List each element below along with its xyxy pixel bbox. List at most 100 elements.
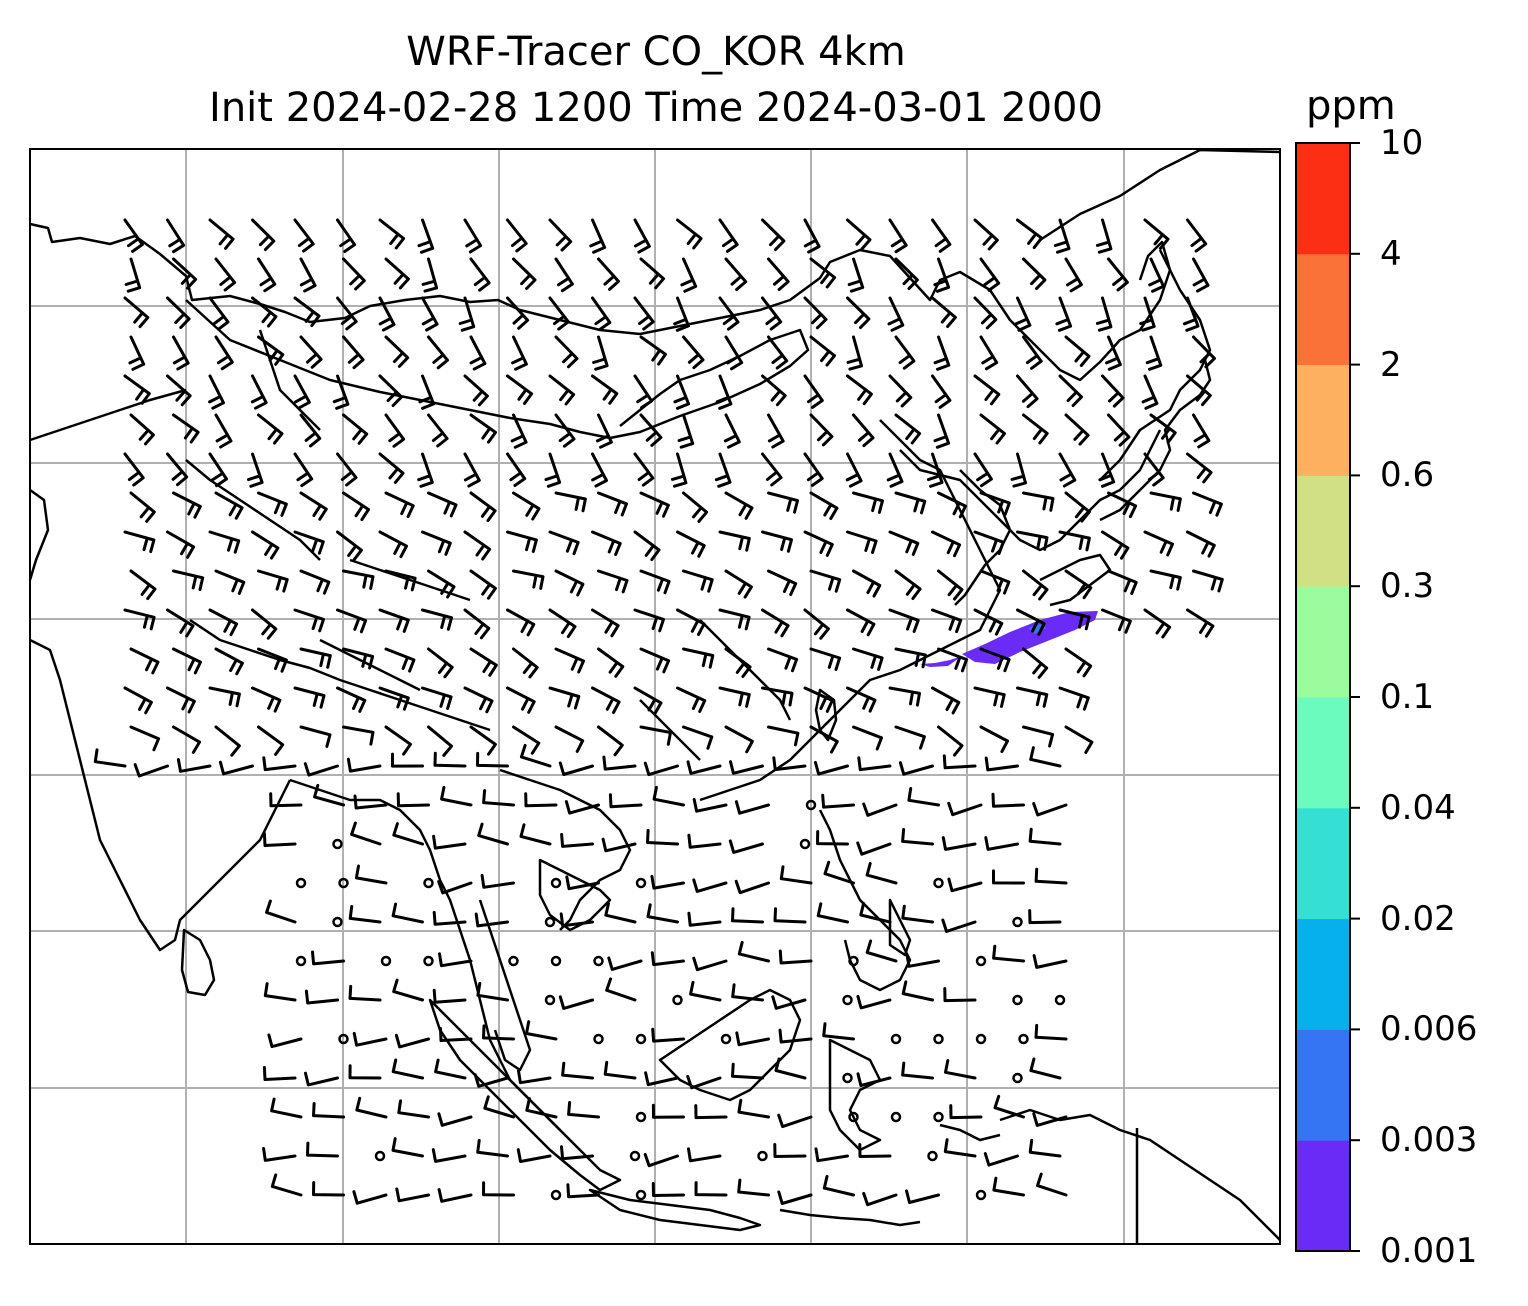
wind-barb <box>1186 530 1216 558</box>
wind-barb <box>803 608 830 640</box>
wind-barb <box>554 257 574 293</box>
wind-barb <box>822 1022 855 1041</box>
wind-barb <box>682 725 714 750</box>
wind-barb <box>519 823 552 846</box>
wind-barb <box>391 1058 424 1080</box>
wind-barb <box>1139 296 1156 332</box>
wind-barb <box>728 839 764 854</box>
wind-barb <box>469 569 497 600</box>
wind-barb <box>469 647 498 677</box>
colorbar-tick-label: 2 <box>1380 344 1402 385</box>
wind-barb <box>123 686 153 715</box>
wind-barb <box>463 686 494 714</box>
wind-barb <box>774 1057 807 1080</box>
calm-wind-marker <box>848 955 859 967</box>
wind-barb <box>639 725 672 746</box>
wind-barb <box>901 904 934 924</box>
wind-barb <box>1032 954 1068 969</box>
wind-barb <box>516 1148 552 1163</box>
wind-barb <box>348 905 382 924</box>
wind-barb <box>476 1138 509 1158</box>
wind-barb <box>421 296 439 332</box>
wind-barb <box>846 335 863 371</box>
wind-barb <box>440 785 473 807</box>
wind-barb <box>510 413 528 449</box>
wind-barb <box>973 452 993 488</box>
wind-barb <box>346 757 382 773</box>
colorbar <box>1295 142 1360 1252</box>
wind-barb <box>973 374 1001 406</box>
wind-barb <box>378 608 410 633</box>
calm-wind-marker <box>338 1033 349 1045</box>
wind-barb <box>1107 413 1131 447</box>
wind-barb <box>299 647 332 669</box>
wind-barb <box>548 608 577 639</box>
wind-barb <box>886 452 904 488</box>
wind-barb <box>847 257 865 293</box>
wind-barb <box>973 218 999 251</box>
wind-barb <box>857 756 892 772</box>
wind-barb <box>687 833 722 849</box>
wind-barb <box>1143 530 1174 557</box>
wind-barb <box>809 257 837 289</box>
wind-barb <box>269 792 303 808</box>
wind-barb <box>1192 335 1216 369</box>
wind-barb <box>304 1071 339 1087</box>
wind-barb <box>901 980 934 1002</box>
wind-barb <box>427 569 456 599</box>
calm-wind-marker <box>720 1033 732 1045</box>
wind-barb <box>1022 335 1043 370</box>
wind-barb <box>427 413 449 448</box>
wind-barb <box>601 837 637 853</box>
wind-barb <box>865 862 898 885</box>
wind-barb <box>93 748 127 768</box>
wind-barb <box>482 1181 515 1197</box>
wind-barb <box>676 686 707 713</box>
calm-wind-marker <box>338 877 349 889</box>
wind-barb <box>378 374 403 407</box>
map-title-line1: WRF-Tracer CO_KOR 4km <box>406 29 906 75</box>
colorbar-segment <box>1296 364 1350 476</box>
wind-barb <box>846 686 877 713</box>
wind-barb <box>299 413 322 448</box>
wind-barb <box>597 725 624 757</box>
colorbar-tick-label: 0.001 <box>1380 1231 1478 1271</box>
wind-barb <box>692 798 728 813</box>
wind-barb <box>905 1189 940 1204</box>
wind-barb <box>673 374 691 410</box>
wind-barb <box>352 1190 388 1205</box>
wind-barb <box>592 335 609 371</box>
wind-barb <box>718 296 740 331</box>
wind-barb <box>293 374 311 410</box>
wind-barb <box>566 1183 600 1199</box>
wind-barb <box>692 878 728 893</box>
calm-wind-markers <box>295 799 1066 1201</box>
wind-barb <box>591 608 620 638</box>
wind-barb <box>1058 530 1091 552</box>
wind-barb <box>342 647 375 670</box>
wind-barb <box>931 296 957 328</box>
wind-barb <box>993 1094 1025 1119</box>
wind-barb <box>686 1074 722 1090</box>
wind-barb <box>506 530 538 553</box>
wind-barb <box>778 949 813 965</box>
wind-barb <box>123 530 156 554</box>
wind-barb <box>809 725 839 754</box>
wind-barb <box>901 1061 934 1080</box>
wind-barb <box>312 1181 345 1197</box>
wind-barb <box>773 907 807 924</box>
wind-barb <box>208 218 235 250</box>
wind-barb <box>519 743 552 768</box>
wind-barb <box>348 1064 382 1080</box>
wind-barb <box>421 257 439 293</box>
wind-barb <box>421 530 452 556</box>
wind-barb <box>469 491 497 522</box>
wind-barb <box>1143 218 1170 250</box>
wind-barb <box>1058 608 1091 631</box>
wind-barb <box>1032 802 1068 817</box>
wind-barb <box>852 647 884 671</box>
wind-barb <box>463 530 492 561</box>
calm-wind-marker <box>1012 916 1023 928</box>
calm-wind-marker <box>332 838 343 850</box>
wind-barb <box>597 491 628 517</box>
